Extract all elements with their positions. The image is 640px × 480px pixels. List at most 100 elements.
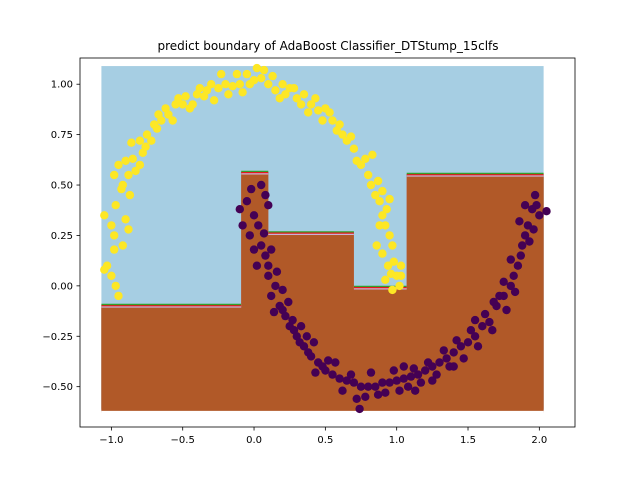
data-point (368, 150, 377, 159)
data-point (249, 211, 259, 220)
data-point (107, 221, 116, 230)
data-point (361, 392, 370, 401)
data-point (254, 221, 263, 230)
data-point (245, 231, 254, 240)
data-point (202, 86, 212, 95)
data-point (302, 332, 311, 341)
data-point (257, 241, 266, 250)
data-point (371, 190, 380, 200)
data-point (399, 374, 408, 383)
data-point (378, 186, 387, 196)
data-point (356, 160, 366, 170)
data-point (131, 166, 140, 176)
data-point (386, 269, 396, 278)
data-point (269, 307, 279, 317)
x-tick-label: 1.5 (460, 435, 476, 446)
data-point (470, 315, 480, 325)
data-point (272, 267, 282, 276)
y-axis: −0.50 −0.25 0.00 0.25 0.50 0.75 1.00 (42, 80, 80, 393)
data-point (118, 241, 128, 250)
data-point (325, 108, 334, 117)
data-point (152, 124, 162, 133)
data-point (406, 372, 416, 381)
data-point (252, 63, 262, 73)
data-point (114, 160, 123, 170)
data-point (409, 364, 418, 373)
data-point (432, 370, 441, 379)
data-point (328, 370, 337, 379)
data-point (489, 297, 498, 307)
data-point (299, 342, 309, 351)
x-tick-label: 1.0 (389, 435, 405, 446)
data-point (416, 378, 426, 387)
data-point (306, 352, 316, 361)
chart-title: predict boundary of AdaBoost Classifier_… (157, 39, 498, 53)
y-tick-label: 0.50 (51, 181, 73, 192)
data-point (232, 69, 242, 79)
data-point (385, 378, 394, 387)
data-point (100, 211, 109, 220)
data-point (168, 116, 177, 125)
data-point (141, 142, 150, 151)
data-point (423, 358, 433, 367)
data-point (181, 92, 190, 101)
data-point (478, 322, 487, 331)
data-point (221, 80, 230, 89)
data-point (147, 136, 156, 145)
data-point (249, 245, 259, 254)
data-point (399, 362, 408, 371)
data-point (378, 211, 387, 220)
data-point (452, 336, 461, 345)
data-point (383, 261, 393, 270)
data-point (388, 285, 397, 295)
data-point (314, 106, 323, 115)
data-point (311, 94, 320, 103)
data-point (257, 180, 266, 190)
data-point (466, 326, 476, 335)
data-point (288, 315, 297, 325)
data-point (238, 88, 247, 97)
data-point (164, 110, 173, 119)
data-point (449, 362, 458, 371)
data-point (371, 382, 380, 391)
data-point (128, 154, 137, 163)
data-point (261, 251, 270, 260)
data-point (121, 215, 130, 224)
data-point (396, 261, 406, 270)
data-point (411, 386, 420, 395)
data-point (373, 390, 383, 399)
data-point (513, 261, 523, 270)
data-point (328, 116, 337, 125)
data-point (413, 370, 423, 379)
data-point (375, 221, 384, 230)
data-point (267, 291, 276, 301)
data-point (110, 245, 119, 254)
data-point (372, 241, 381, 250)
data-point (530, 190, 540, 200)
y-tick-label: 0.75 (51, 130, 73, 141)
data-point (299, 90, 309, 99)
data-point (515, 217, 524, 226)
data-point (135, 136, 145, 145)
data-point (318, 116, 327, 125)
data-point (349, 144, 359, 153)
data-point (271, 281, 280, 291)
data-point (382, 205, 391, 214)
data-point (535, 211, 544, 220)
data-point (242, 69, 252, 79)
data-point (510, 287, 520, 297)
data-point (324, 356, 333, 365)
data-point (264, 201, 273, 210)
data-point (506, 281, 515, 291)
data-point (520, 231, 530, 240)
data-point (110, 170, 119, 180)
data-point (174, 94, 183, 103)
data-point (346, 370, 356, 379)
data-point (488, 326, 497, 335)
data-point (520, 201, 530, 210)
y-tick-label: 0.00 (51, 281, 73, 292)
data-point (364, 382, 373, 391)
data-point (217, 69, 226, 79)
data-point (264, 261, 273, 270)
data-point (338, 386, 347, 395)
